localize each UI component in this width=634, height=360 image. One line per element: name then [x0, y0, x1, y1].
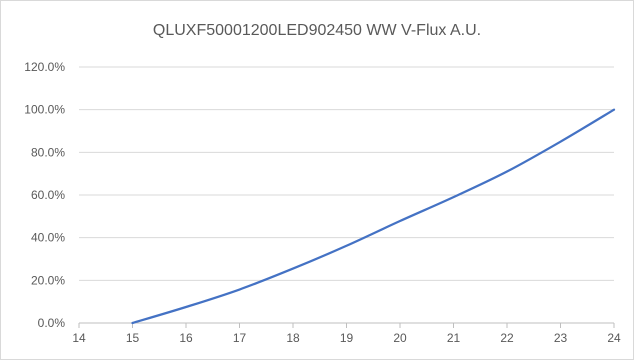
x-tick-label: 15	[126, 331, 140, 345]
series-line	[131, 108, 616, 325]
x-tick-label: 18	[286, 331, 300, 345]
x-tick-label: 20	[393, 331, 407, 345]
x-tick-label: 17	[233, 331, 247, 345]
gridlines	[79, 66, 614, 324]
series-layer	[131, 108, 616, 325]
x-tick-label: 16	[179, 331, 193, 345]
x-axis-ticks: 14 15 16 17 18 19 20 21 22 23 24	[72, 323, 621, 345]
y-tick-label: 100.0%	[24, 103, 65, 117]
y-tick-label: 40.0%	[31, 231, 65, 245]
y-tick-label: 60.0%	[31, 188, 65, 202]
x-tick-label: 23	[554, 331, 568, 345]
x-tick-label: 14	[72, 331, 86, 345]
x-tick-label: 21	[447, 331, 461, 345]
x-tick-label: 22	[500, 331, 514, 345]
x-tick-label: 19	[340, 331, 354, 345]
x-tick-label: 24	[607, 331, 621, 345]
y-tick-label: 20.0%	[31, 273, 65, 287]
chart-title: QLUXF50001200LED902450 WW V-Flux A.U.	[152, 22, 482, 39]
y-axis-ticks: 0.0% 20.0% 40.0% 60.0% 80.0% 100.0% 120.0%	[24, 60, 65, 330]
y-tick-label: 80.0%	[31, 145, 65, 159]
y-tick-label: 120.0%	[24, 60, 65, 74]
y-tick-label: 0.0%	[38, 316, 66, 330]
